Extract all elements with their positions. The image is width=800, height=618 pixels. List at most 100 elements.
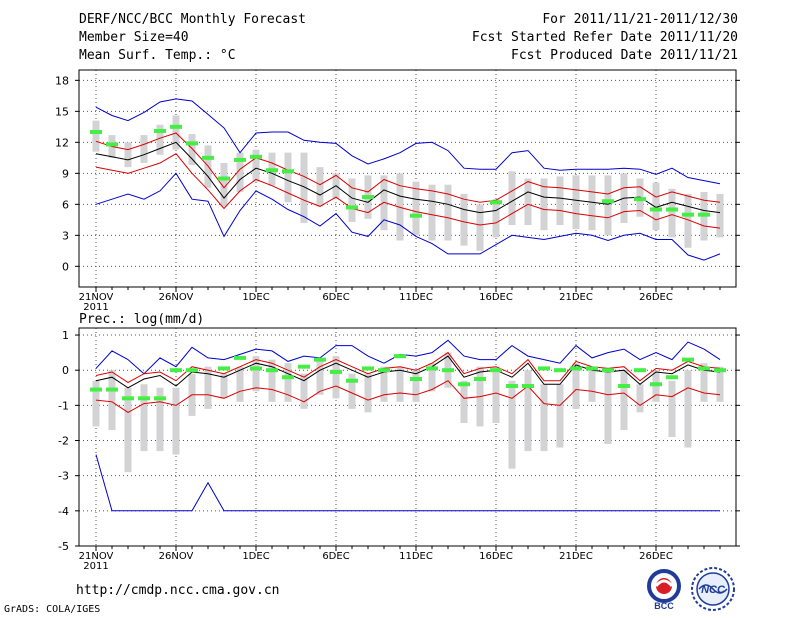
spread-box bbox=[172, 387, 180, 455]
spread-box bbox=[268, 359, 276, 402]
obs-marker bbox=[346, 378, 358, 383]
spread-box bbox=[332, 356, 340, 399]
spread-box bbox=[284, 363, 292, 402]
obs-marker bbox=[506, 384, 518, 389]
member-size: Member Size=40 bbox=[79, 30, 189, 45]
spread-box bbox=[348, 178, 356, 222]
y-tick-label: 3 bbox=[62, 229, 69, 242]
obs-marker bbox=[666, 207, 678, 212]
series-line-max bbox=[95, 98, 721, 185]
obs-marker bbox=[266, 168, 278, 173]
series-line-upper bbox=[95, 132, 721, 203]
spread-box bbox=[620, 370, 628, 430]
obs-marker bbox=[474, 376, 486, 381]
spread-box bbox=[220, 163, 228, 207]
obs-marker bbox=[698, 212, 710, 217]
obs-marker bbox=[618, 384, 630, 389]
series-line-max bbox=[95, 339, 721, 375]
y-tick-label: -2 bbox=[58, 435, 69, 448]
spread-box bbox=[140, 135, 148, 163]
obs-marker bbox=[602, 368, 614, 373]
obs-marker bbox=[154, 128, 166, 133]
series-line-min bbox=[95, 454, 720, 512]
spread-box bbox=[316, 359, 324, 395]
obs-marker bbox=[570, 366, 582, 371]
grads-credit: GrADS: COLA/IGES bbox=[4, 604, 101, 615]
spread-box bbox=[284, 152, 292, 203]
obs-marker bbox=[378, 368, 390, 373]
x-tick-label: 21NOV bbox=[79, 292, 114, 303]
spread-box bbox=[524, 178, 532, 225]
spread-box bbox=[348, 373, 356, 409]
obs-marker bbox=[682, 357, 694, 362]
ncc-logo: NCC bbox=[691, 567, 735, 611]
bcc-logo: BCC bbox=[647, 569, 681, 611]
spread-box bbox=[380, 366, 388, 402]
series-line-mean bbox=[95, 141, 721, 214]
spread-box bbox=[492, 199, 500, 238]
spread-box bbox=[684, 194, 692, 248]
spread-box bbox=[220, 373, 228, 399]
x-tick-label: 1DEC bbox=[242, 292, 269, 303]
spread-box bbox=[684, 370, 692, 448]
obs-marker bbox=[282, 375, 294, 380]
obs-marker bbox=[266, 368, 278, 373]
bcc-logo-text: BCC bbox=[654, 601, 674, 611]
obs-marker bbox=[282, 169, 294, 174]
spread-box bbox=[556, 176, 564, 225]
obs-marker bbox=[362, 366, 374, 371]
obs-marker bbox=[410, 213, 422, 218]
precip-title: Prec.: log(mm/d) bbox=[79, 312, 205, 327]
spread-box bbox=[636, 384, 644, 413]
spread-box bbox=[524, 370, 532, 452]
spread-box bbox=[188, 134, 196, 166]
plot-frame bbox=[78, 69, 737, 288]
variable-label: Mean Surf. Temp.: °C bbox=[79, 48, 236, 63]
obs-marker bbox=[538, 366, 550, 371]
spread-box bbox=[460, 194, 468, 246]
obs-marker bbox=[90, 387, 102, 392]
obs-marker bbox=[186, 368, 198, 373]
obs-marker bbox=[218, 176, 230, 181]
obs-marker bbox=[250, 154, 262, 159]
y-tick-label: 18 bbox=[55, 74, 69, 87]
x-tick-label: 26DEC bbox=[639, 551, 673, 562]
obs-marker bbox=[346, 205, 358, 210]
forecast-produced: Fcst Produced Date 2011/11/21 bbox=[511, 48, 738, 63]
spread-box bbox=[204, 366, 212, 409]
obs-marker bbox=[250, 366, 262, 371]
spread-box bbox=[540, 178, 548, 231]
spread-box bbox=[492, 366, 500, 423]
x-tick-label: 16DEC bbox=[479, 292, 513, 303]
spread-box bbox=[108, 370, 116, 430]
spread-box bbox=[396, 366, 404, 402]
chart-title: DERF/NCC/BCC Monthly Forecast bbox=[79, 12, 306, 27]
spread-box bbox=[156, 124, 164, 155]
spread-box bbox=[124, 387, 132, 473]
series-line-min bbox=[95, 172, 721, 261]
spread-box bbox=[476, 204, 484, 251]
x-tick-label: 26NOV bbox=[159, 551, 194, 562]
y-tick-label: -3 bbox=[58, 470, 69, 483]
obs-marker bbox=[234, 157, 246, 162]
obs-marker bbox=[154, 396, 166, 401]
x-tick-label: 11DEC bbox=[399, 551, 433, 562]
obs-marker bbox=[666, 375, 678, 380]
spread-box bbox=[300, 152, 308, 223]
obs-marker bbox=[410, 376, 422, 381]
spread-box bbox=[300, 373, 308, 409]
obs-marker bbox=[170, 368, 182, 373]
spread-box bbox=[236, 152, 244, 192]
spread-box bbox=[236, 366, 244, 402]
obs-marker bbox=[650, 207, 662, 212]
obs-marker bbox=[698, 366, 710, 371]
forecast-period: For 2011/11/21-2011/12/30 bbox=[542, 12, 738, 27]
obs-marker bbox=[586, 366, 598, 371]
x-tick-label: 6DEC bbox=[322, 551, 349, 562]
x-tick-year-label: 2011 bbox=[83, 561, 108, 572]
x-tick-label: 21NOV bbox=[79, 551, 114, 562]
obs-marker bbox=[138, 396, 150, 401]
spread-box bbox=[716, 366, 724, 402]
obs-marker bbox=[330, 369, 342, 374]
obs-marker bbox=[218, 366, 230, 371]
